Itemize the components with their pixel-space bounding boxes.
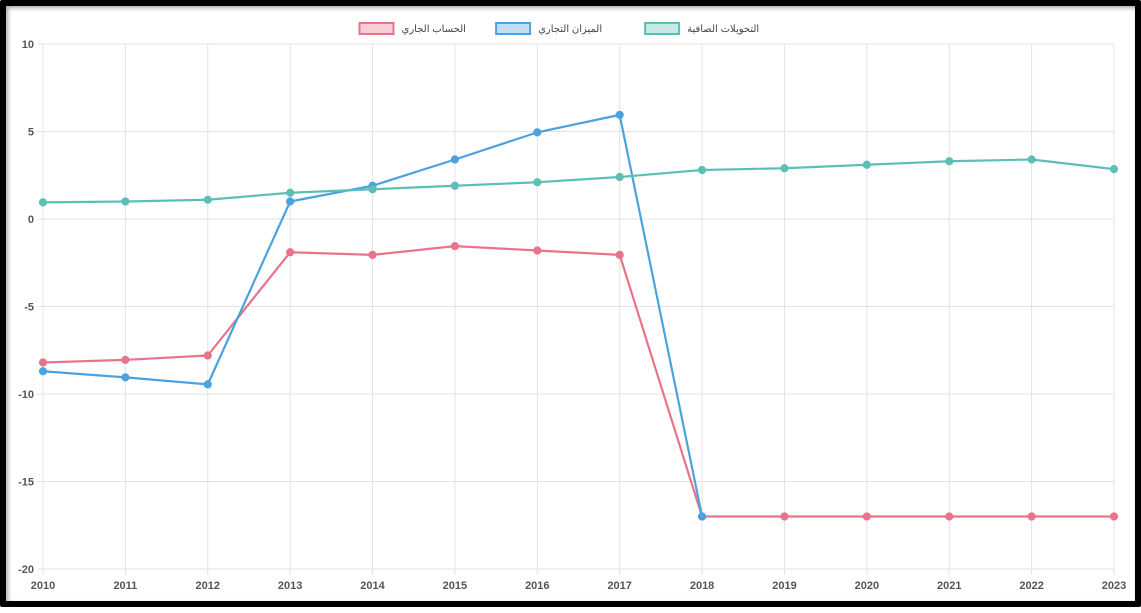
legend-item-1[interactable]: الميزان التجاري [495, 22, 602, 35]
data-point[interactable] [533, 246, 542, 255]
x-tick-label: 2018 [690, 580, 714, 592]
data-point[interactable] [533, 178, 542, 187]
x-tick-label: 2014 [360, 580, 385, 592]
legend-label: التحويلات الصافية [687, 24, 759, 35]
x-tick-label: 2022 [1019, 580, 1043, 592]
data-point[interactable] [615, 250, 624, 259]
data-point[interactable] [862, 512, 871, 521]
x-tick-label: 2012 [196, 580, 220, 592]
data-point[interactable] [697, 165, 707, 175]
data-point[interactable] [121, 197, 130, 206]
data-point[interactable] [38, 358, 48, 367]
series-line [42, 245, 1114, 518]
legend-swatch [644, 22, 681, 35]
data-point[interactable] [862, 160, 871, 169]
x-tick-label: 2010 [31, 580, 55, 592]
legend-swatch [358, 22, 395, 35]
data-point[interactable] [945, 512, 954, 521]
data-point[interactable] [780, 512, 789, 521]
x-tick-label: 2023 [1102, 580, 1126, 592]
x-tick-label: 2019 [772, 580, 796, 592]
data-point[interactable] [533, 128, 542, 137]
data-point[interactable] [121, 373, 130, 382]
y-tick-label: -15 [18, 477, 34, 489]
x-tick-label: 2016 [525, 580, 549, 592]
data-point[interactable] [203, 195, 212, 204]
legend-swatch [495, 22, 532, 35]
x-axis-ticks: 2010 2011 2012 2013 2014 2015 2016 2017 2018 2019… [31, 580, 1126, 592]
data-point[interactable] [615, 172, 624, 182]
data-point[interactable] [945, 157, 954, 166]
data-point[interactable] [1109, 512, 1119, 521]
data-point[interactable] [450, 242, 460, 251]
series-lines [38, 110, 1119, 521]
data-point[interactable] [286, 188, 295, 197]
x-tick-label: 2013 [278, 580, 302, 592]
data-point[interactable] [1109, 165, 1119, 174]
data-point[interactable] [450, 181, 460, 190]
y-tick-label: -5 [24, 302, 34, 314]
data-point[interactable] [368, 250, 377, 259]
legend-item-0[interactable]: الحساب الجاري [358, 22, 466, 35]
legend[interactable]: الحساب الجاري الميزان التجاري التحويلات ال… [358, 22, 760, 35]
series-0 [38, 242, 1119, 521]
data-point[interactable] [1027, 155, 1036, 164]
series-2 [38, 155, 1119, 207]
data-point[interactable] [203, 380, 212, 389]
legend-label: الميزان التجاري [538, 24, 602, 35]
data-point[interactable] [203, 351, 212, 360]
data-point[interactable] [38, 198, 48, 207]
data-point[interactable] [615, 110, 624, 119]
data-point[interactable] [286, 248, 295, 257]
data-point[interactable] [780, 164, 789, 173]
data-point[interactable] [1027, 512, 1036, 521]
legend-label: الحساب الجاري [402, 24, 466, 35]
x-tick-label: 2020 [855, 580, 879, 592]
data-point[interactable] [368, 185, 377, 194]
data-point[interactable] [450, 155, 460, 164]
y-tick-label: -10 [18, 389, 34, 401]
y-tick-label: 0 [28, 214, 34, 226]
y-tick-label: 5 [28, 127, 34, 139]
y-tick-label: -20 [18, 564, 34, 576]
x-tick-label: 2021 [937, 580, 961, 592]
data-point[interactable] [38, 367, 48, 376]
y-axis-ticks: 10 5 0 -5 -10 -15 -20 [18, 39, 34, 576]
data-point[interactable] [697, 512, 707, 521]
data-point[interactable] [121, 355, 130, 364]
y-tick-label: 10 [22, 39, 34, 51]
line-chart: 10 5 0 -5 -10 -15 -20 2010 2011 2012 2013 2014 2015… [18, 22, 1126, 592]
x-tick-label: 2017 [607, 580, 631, 592]
legend-item-2[interactable]: التحويلات الصافية [644, 22, 759, 35]
series-line [42, 158, 1115, 204]
x-tick-label: 2011 [113, 580, 137, 592]
x-tick-label: 2015 [443, 580, 467, 592]
data-point[interactable] [286, 197, 295, 206]
grid-lines [37, 43, 1115, 575]
